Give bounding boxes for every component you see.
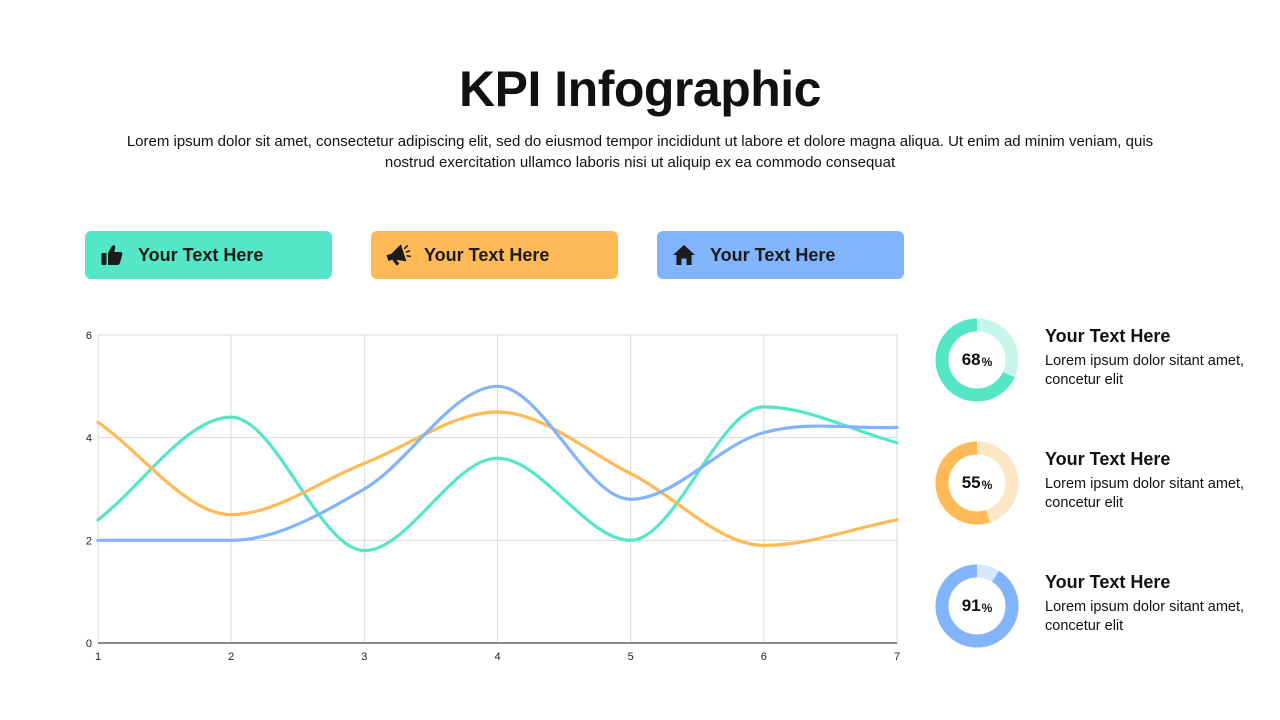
kpi-donut [935, 564, 1019, 648]
kpi-item: 91% Your Text Here Lorem ipsum dolor sit… [934, 563, 1264, 653]
kpi-percentage: 91% [961, 596, 993, 615]
series-line-1 [96, 405, 899, 553]
donut-value-arc [935, 441, 1019, 525]
kpi-percentage: 68% [961, 350, 993, 369]
x-tick-label: 2 [228, 651, 234, 663]
kpi-title: Your Text Here [1045, 449, 1171, 469]
x-tick-label: 5 [628, 651, 634, 663]
kpi-description: Lorem ipsum dolor sitant amet, concetur … [1045, 476, 1245, 511]
series-line-2 [96, 410, 899, 548]
kpi-percentage: 55% [961, 473, 993, 492]
x-tick-label: 4 [494, 651, 500, 663]
thumbs-up-icon [99, 242, 125, 268]
donut-value-arc [935, 564, 1019, 648]
series-line-3 [96, 384, 899, 542]
x-tick-label: 7 [894, 651, 900, 663]
page-title: KPI Infographic [459, 61, 821, 117]
megaphone-icon [385, 242, 411, 268]
home-icon [671, 242, 697, 268]
line-chart: 1 2 3 4 5 6 7 0 2 4 6 [86, 330, 900, 663]
x-tick-label: 3 [361, 651, 367, 663]
kpi-title: Your Text Here [1045, 572, 1171, 592]
kpi-item: 68% Your Text Here Lorem ipsum dolor sit… [934, 317, 1264, 407]
pill-label: Your Text Here [138, 244, 264, 265]
pill-home[interactable]: Your Text Here [657, 231, 904, 279]
kpi-donut [935, 318, 1019, 402]
y-tick-label: 6 [86, 330, 92, 342]
x-tick-label: 1 [95, 651, 101, 663]
pill-label: Your Text Here [710, 244, 836, 265]
kpi-title: Your Text Here [1045, 326, 1171, 346]
kpi-donut [935, 441, 1019, 525]
page-subtitle: Lorem ipsum dolor sit amet, consectetur … [126, 133, 1154, 171]
donut-value-arc [935, 318, 1019, 402]
kpi-item: 55% Your Text Here Lorem ipsum dolor sit… [934, 440, 1264, 530]
x-tick-label: 6 [761, 651, 767, 663]
y-tick-label: 4 [86, 433, 92, 445]
y-tick-label: 2 [86, 535, 92, 547]
pill-label: Your Text Here [424, 244, 550, 265]
kpi-description: Lorem ipsum dolor sitant amet, concetur … [1045, 353, 1245, 388]
pill-thumbs-up[interactable]: Your Text Here [85, 231, 332, 279]
kpi-description: Lorem ipsum dolor sitant amet, concetur … [1045, 599, 1245, 634]
pill-megaphone[interactable]: Your Text Here [371, 231, 618, 279]
y-tick-label: 0 [86, 638, 92, 650]
